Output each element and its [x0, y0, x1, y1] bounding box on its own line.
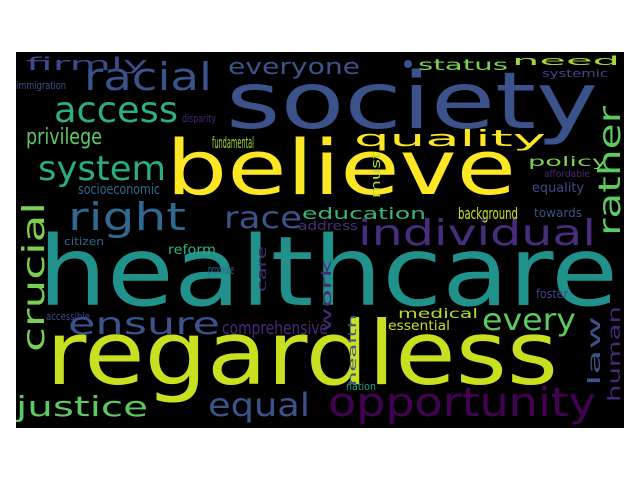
- word-rather: citizen: [64, 235, 104, 248]
- word-access: access: [54, 90, 178, 131]
- word-background: firmly: [26, 54, 149, 75]
- word-quality: rather: [593, 105, 624, 236]
- word-fundamental: education: [302, 204, 426, 223]
- word-law: promote: [208, 263, 234, 277]
- word-system: system: [38, 149, 166, 189]
- word-health: immigration: [16, 79, 66, 92]
- word-everyone: crucial: [17, 202, 52, 352]
- word-need: fundamental: [212, 133, 254, 152]
- word-socioeconomic: need: [512, 54, 620, 68]
- word-work: disparity: [182, 112, 216, 125]
- word-healthcare: healthcare: [38, 216, 618, 328]
- word-comprehensive: quality: [354, 127, 546, 152]
- word-firmly: privilege: [26, 125, 102, 150]
- word-care: nation: [346, 380, 376, 393]
- dot-mark: [404, 60, 412, 68]
- word-justice: justice: [16, 390, 148, 423]
- word-medical: affordable: [544, 169, 590, 180]
- word-society: society: [226, 57, 598, 147]
- word-systemic: status: [418, 56, 508, 74]
- word-privilege: everyone: [228, 55, 360, 80]
- word-ensure: ensure: [68, 307, 220, 342]
- word-promote: essential: [388, 319, 450, 334]
- word-towards: address: [298, 219, 358, 233]
- word-crucial: reform: [168, 243, 216, 258]
- word-right: right: [68, 195, 186, 239]
- word-equal: equal: [208, 386, 310, 424]
- word-status: background: [458, 204, 518, 223]
- word-disparity: work: [320, 259, 335, 332]
- word-racial: racial: [84, 55, 212, 99]
- word-policy: law: [585, 316, 605, 386]
- word-human: accessible: [46, 310, 90, 323]
- word-reform: towards: [534, 206, 582, 220]
- word-accessible: medical: [398, 307, 478, 322]
- word-affordable: human: [605, 306, 624, 402]
- word-every: every: [482, 303, 576, 338]
- word-believe: believe: [166, 123, 516, 212]
- word-individual: individual: [358, 213, 596, 254]
- word-equality: socioeconomic: [78, 182, 160, 198]
- word-foster: must: [369, 152, 383, 198]
- word-essential: policy: [528, 155, 609, 170]
- word-address: systemic: [542, 67, 608, 80]
- word-immigration: health: [346, 314, 359, 386]
- word-cloud-canvas: healthcare regardless society believe op…: [16, 52, 624, 428]
- word-opportunity: opportunity: [328, 380, 596, 426]
- word-citizen: equality: [532, 181, 584, 196]
- word-cloud: healthcare regardless society believe op…: [16, 52, 624, 428]
- word-must: foster: [536, 287, 568, 301]
- word-education: comprehensive: [222, 318, 328, 339]
- word-race: race: [224, 201, 302, 236]
- word-nation: care: [255, 246, 269, 292]
- word-regardless: regardless: [46, 302, 558, 405]
